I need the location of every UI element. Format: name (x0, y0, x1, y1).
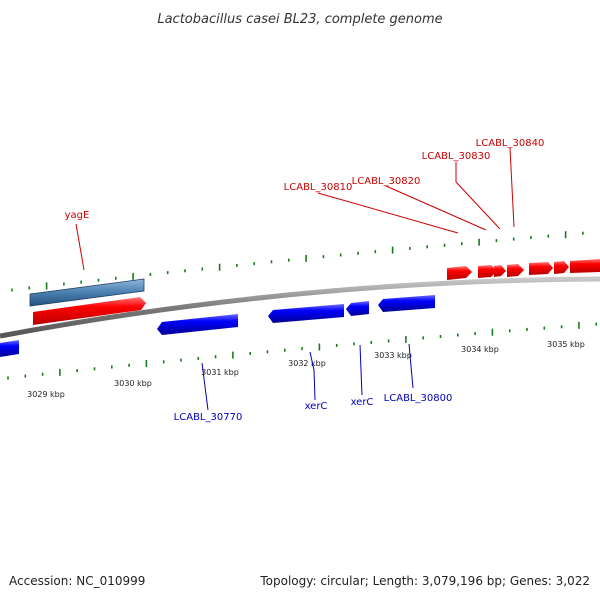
leader-LCABL_30810 (317, 192, 459, 234)
forward-features (29, 259, 600, 325)
leader-xerC-2 (359, 344, 363, 396)
leader-LCABL_30770 (201, 362, 209, 411)
tick-track-outer (11, 231, 584, 292)
gene-reverse-edge[interactable] (0, 340, 19, 357)
gene-label-LCABL_30820[interactable]: LCABL_30820 (352, 176, 421, 187)
tick-label-3032: 3032 kbp (288, 359, 326, 368)
gene-label-LCABL_30770[interactable]: LCABL_30770 (174, 412, 243, 423)
gene-LCABL_30770[interactable] (157, 314, 238, 335)
gene-label-yagE[interactable]: yagE (65, 210, 90, 221)
topology-label: Topology: circular; Length: 3,079,196 bp… (260, 574, 590, 588)
genome-backbone (0, 276, 600, 339)
leader-LCABL_30820 (385, 185, 487, 231)
gene-label-LCABL_30830[interactable]: LCABL_30830 (422, 151, 491, 162)
leader-LCABL_30800 (408, 343, 414, 389)
tick-label-3033: 3033 kbp (374, 351, 412, 360)
tick-label-3029: 3029 kbp (27, 390, 65, 399)
accession-label: Accession: NC_010999 (9, 574, 146, 588)
gene-LCABL_30810[interactable] (447, 266, 472, 280)
tick-track-inner (7, 321, 598, 380)
tick-label-3034: 3034 kbp (461, 345, 499, 354)
gene-xerC-1[interactable] (268, 304, 344, 323)
gene-LCABL_30830[interactable] (494, 265, 506, 277)
leader-xerC-1 (309, 351, 316, 401)
gene-label-LCABL_30810[interactable]: LCABL_30810 (284, 182, 353, 193)
feature-yagE-highlight[interactable] (29, 278, 145, 307)
gene-forward-7[interactable] (570, 259, 600, 273)
gene-LCABL_30820[interactable] (478, 265, 497, 278)
gene-LCABL_30800[interactable] (378, 295, 435, 312)
gene-forward-6[interactable] (554, 261, 569, 274)
leader-LCABL_30840 (509, 147, 515, 228)
gene-label-xerC-2[interactable]: xerC (351, 397, 374, 408)
reverse-features (0, 295, 435, 357)
tick-labels: 3029 kbp 3030 kbp 3031 kbp 3032 kbp 3033… (27, 340, 585, 399)
leader-LCABL_30830 (455, 162, 501, 230)
gene-yagE[interactable] (33, 297, 146, 325)
gene-labels: yagE LCABL_30810 LCABL_30820 LCABL_30830… (65, 138, 545, 423)
tick-label-3035: 3035 kbp (547, 340, 585, 349)
tick-label-3031: 3031 kbp (201, 368, 239, 377)
gene-xerC-2[interactable] (346, 301, 369, 316)
gene-label-LCABL_30800[interactable]: LCABL_30800 (384, 393, 453, 404)
map-title: Lactobacillus casei BL23, complete genom… (157, 12, 442, 27)
label-leaders (75, 147, 515, 411)
leader-yagE (75, 223, 85, 271)
gene-label-LCABL_30840[interactable]: LCABL_30840 (476, 138, 545, 149)
gene-label-xerC-1[interactable]: xerC (305, 401, 328, 412)
gene-LCABL_30840[interactable] (507, 264, 524, 277)
gene-forward-5[interactable] (529, 262, 553, 275)
tick-label-3030: 3030 kbp (114, 379, 152, 388)
